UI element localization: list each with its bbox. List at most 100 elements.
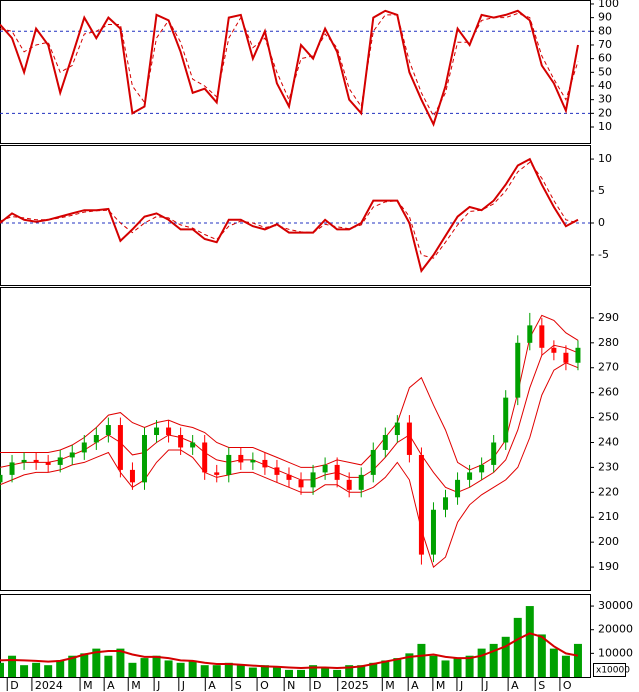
y-tick-label: 5 xyxy=(598,184,605,197)
y-tick-label: 10 xyxy=(598,120,612,133)
volume-bar xyxy=(248,667,257,677)
volume-ma-line xyxy=(0,632,579,670)
volume-bar xyxy=(92,648,101,677)
candle-body xyxy=(129,469,135,483)
candle-body xyxy=(190,442,196,448)
volume-bar xyxy=(537,634,546,677)
volume-bar xyxy=(345,665,354,677)
candle-body xyxy=(563,352,569,363)
candle-body xyxy=(394,422,400,436)
x-tick-label: A xyxy=(107,679,115,692)
panel-frame xyxy=(0,287,591,591)
volume-bar xyxy=(489,643,498,677)
indicator-line xyxy=(0,12,579,118)
candle-body xyxy=(45,462,51,465)
candle-body xyxy=(503,397,509,443)
y-tick-label: 0 xyxy=(598,216,605,229)
candle-body xyxy=(117,425,123,470)
volume-bar xyxy=(573,643,582,677)
x-tick-label: 2024 xyxy=(35,679,63,692)
y-tick-label: 10 xyxy=(598,152,612,165)
candle-body xyxy=(214,472,220,475)
volume-bar xyxy=(465,655,474,677)
candle-body xyxy=(154,427,160,436)
y-tick-label: -5 xyxy=(598,248,609,261)
volume-bar xyxy=(525,606,534,677)
candle-body xyxy=(479,464,485,473)
volume-bar xyxy=(297,669,306,677)
candle-body xyxy=(358,474,364,490)
x-tick-label: S xyxy=(235,679,242,692)
x-tick-label: A xyxy=(411,679,419,692)
y-tick-label: 70 xyxy=(598,38,612,51)
x-tick-label: J xyxy=(484,679,488,692)
unit-box xyxy=(593,663,626,677)
x-tick-label: M xyxy=(83,679,93,692)
volume-bar xyxy=(369,662,378,677)
x-tick-label: A xyxy=(511,679,519,692)
candle-body xyxy=(515,342,521,398)
volume-bar xyxy=(0,662,4,677)
y-tick-label: 290 xyxy=(598,311,619,324)
indicator-line xyxy=(0,157,579,274)
x-tick-label: D xyxy=(10,679,18,692)
candle-body xyxy=(491,442,497,465)
candle-body xyxy=(298,479,304,488)
candle-body xyxy=(274,467,280,475)
volume-bar xyxy=(477,648,486,677)
volume-bar xyxy=(56,660,65,677)
indicator-line xyxy=(0,161,579,259)
candle-body xyxy=(467,472,473,480)
candle-body xyxy=(334,464,340,480)
candle-body xyxy=(93,435,99,443)
candle-body xyxy=(141,435,147,483)
volume-bar xyxy=(44,665,53,677)
y-tick-label: 200 xyxy=(598,535,619,548)
volume-bar xyxy=(128,662,137,677)
y-tick-label: 20 xyxy=(598,106,612,119)
volume-bar xyxy=(164,660,173,677)
volume-bar xyxy=(333,669,342,677)
volume-bar xyxy=(116,648,125,677)
y-tick-label: 230 xyxy=(598,460,619,473)
volume-bar xyxy=(417,643,426,677)
volume-bar xyxy=(513,617,522,677)
x-tick-label: M xyxy=(131,679,141,692)
candle-body xyxy=(406,422,412,455)
volume-bar xyxy=(549,648,558,677)
candle-body xyxy=(370,449,376,475)
x-tick-label: M xyxy=(385,679,395,692)
candle-body xyxy=(310,472,316,488)
x-tick-label: J xyxy=(156,679,160,692)
y-tick-label: 60 xyxy=(598,52,612,65)
candle-body xyxy=(166,427,172,436)
volume-bar xyxy=(152,655,161,677)
volume-bar xyxy=(321,667,330,677)
volume-bar xyxy=(284,669,293,677)
y-tick-label: 220 xyxy=(598,485,619,498)
volume-bar xyxy=(405,653,414,677)
y-tick-label: 30000 xyxy=(598,599,633,612)
volume-bar xyxy=(212,665,221,677)
candle-body xyxy=(202,442,208,473)
volume-bar xyxy=(393,658,402,677)
y-tick-label: 50 xyxy=(598,65,612,78)
y-tick-label: 90 xyxy=(598,11,612,24)
volume-bar xyxy=(260,665,269,677)
x-tick-label: N xyxy=(287,679,295,692)
volume-bar xyxy=(80,653,89,677)
x-tick-label: D xyxy=(313,679,321,692)
volume-bar xyxy=(32,662,41,677)
volume-bar xyxy=(140,658,149,677)
volume-bar xyxy=(68,655,77,677)
indicator-line xyxy=(0,9,579,127)
candle-body xyxy=(430,509,436,555)
candle-body xyxy=(286,474,292,480)
x-tick-label: O xyxy=(260,679,269,692)
x-tick-label: M xyxy=(436,679,446,692)
candle-body xyxy=(69,452,75,458)
volume-bar xyxy=(429,655,438,677)
candle-body xyxy=(346,479,352,490)
y-tick-label: 270 xyxy=(598,361,619,374)
